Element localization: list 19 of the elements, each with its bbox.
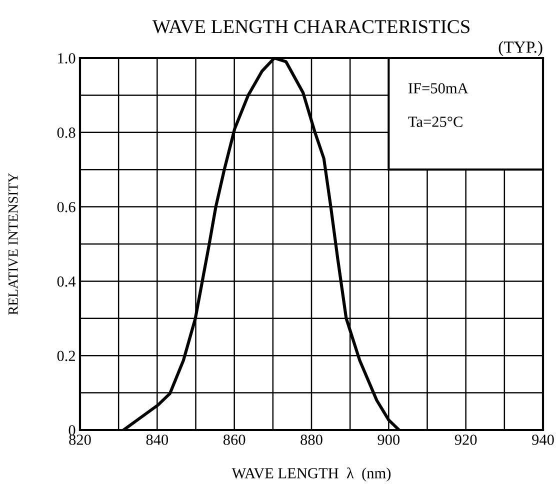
x-tick-label: 940 <box>532 434 554 445</box>
annotation: Ta=25°C <box>408 116 462 127</box>
chart-title: WAVE LENGTH CHARACTERISTICS <box>152 20 470 34</box>
x-tick-label: 820 <box>69 434 91 445</box>
x-tick-label: 900 <box>378 434 400 445</box>
x-tick-label: 920 <box>454 434 477 445</box>
y-tick-label: 0.2 <box>57 350 75 362</box>
chart-subtitle: (TYP.) <box>498 41 542 56</box>
x-tick-label: 840 <box>146 434 168 445</box>
x-tick-label: 880 <box>300 434 322 445</box>
y-tick-label: 0.4 <box>57 276 76 287</box>
y-tick-label: 1.0 <box>58 53 76 64</box>
y-axis-title: RELATIVE INTENSITY <box>8 173 18 315</box>
y-tick-label: 0.8 <box>57 128 76 138</box>
x-tick-label: 860 <box>223 434 246 445</box>
y-tick-label: 0.6 <box>57 202 76 212</box>
x-axis-title: WAVE LENGTH λ (nm) <box>232 467 391 482</box>
y-tick-label: 0 <box>68 425 76 436</box>
annotation: IF=50mA <box>408 83 468 94</box>
